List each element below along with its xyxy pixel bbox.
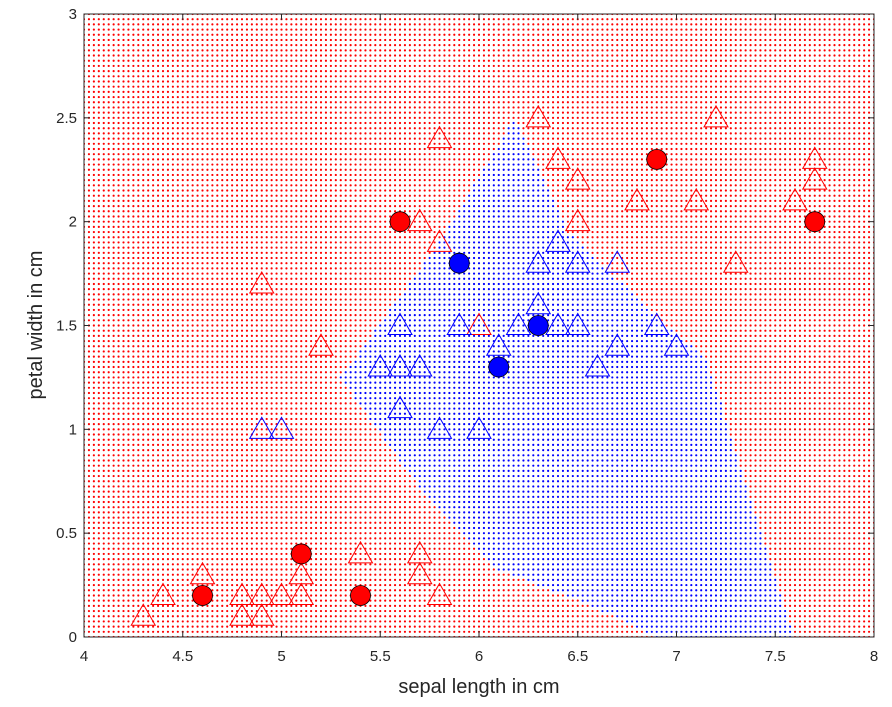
x-axis-label: sepal length in cm [398, 676, 559, 698]
x-tick-label-8: 8 [870, 648, 878, 665]
y-tick-label-5: 2.5 [56, 110, 77, 127]
x-tick-label-0: 4 [80, 648, 88, 665]
point-red-circle-4 [646, 148, 668, 170]
y-axis-label: petal width in cm [25, 251, 47, 400]
point-red-triangle-0 [130, 603, 157, 626]
point-blue-triangle-0 [248, 416, 275, 439]
point-blue-triangle-15 [545, 229, 571, 252]
y-tick-label-6: 3 [69, 6, 77, 23]
point-red-triangle-22 [564, 167, 591, 190]
x-tick-label-5: 6.5 [567, 648, 588, 665]
point-red-circle-2 [350, 585, 371, 606]
axis-ticks: 4 4.5 5 5.5 6 6.5 7 7.5 8 0 0.5 1 1.5 2 2.5 3 [56, 6, 878, 665]
point-blue-circle-2 [527, 315, 549, 336]
point-blue-triangle-9 [466, 416, 492, 439]
point-blue-triangle-16 [564, 312, 591, 335]
point-red-triangle-2 [189, 561, 216, 585]
point-red-triangle-10 [347, 540, 374, 564]
point-red-triangle-13 [426, 582, 453, 605]
x-tick-label-1: 4.5 [172, 648, 193, 665]
data-points [130, 104, 828, 626]
point-red-triangle-18 [426, 229, 453, 252]
point-red-triangle-14 [248, 270, 275, 294]
point-blue-triangle-19 [604, 250, 631, 273]
point-red-triangle-8 [288, 582, 315, 605]
point-red-circle-1 [290, 543, 312, 565]
point-blue-circle-1 [488, 356, 510, 378]
point-blue-triangle-18 [584, 354, 611, 377]
point-red-triangle-16 [406, 208, 433, 232]
point-blue-triangle-8 [446, 312, 473, 335]
point-red-triangle-6 [248, 603, 275, 626]
point-blue-triangle-3 [387, 312, 413, 335]
point-red-triangle-24 [624, 187, 650, 211]
region-dots-red [84, 14, 874, 637]
y-tick-label-4: 2 [69, 214, 77, 231]
x-tick-label-2: 5 [277, 648, 285, 665]
point-red-triangle-12 [406, 561, 433, 585]
point-blue-triangle-6 [406, 354, 433, 377]
point-red-triangle-20 [525, 104, 552, 128]
x-tick-label-7: 7.5 [765, 648, 786, 665]
point-blue-triangle-5 [387, 395, 413, 419]
point-blue-triangle-4 [387, 354, 413, 377]
point-red-triangle-7 [268, 582, 295, 605]
point-blue-circle-0 [448, 252, 470, 274]
point-red-triangle-27 [722, 250, 749, 273]
y-tick-label-0: 0 [69, 629, 77, 646]
point-blue-triangle-1 [268, 416, 295, 439]
region-dots-blue [339, 121, 792, 637]
point-blue-triangle-11 [505, 312, 532, 335]
point-red-triangle-25 [683, 187, 710, 211]
decision-region [84, 14, 874, 637]
point-red-triangle-9 [288, 561, 315, 585]
point-red-circle-0 [192, 585, 213, 606]
y-tick-label-3: 1.5 [56, 318, 77, 335]
point-blue-triangle-7 [426, 416, 453, 439]
y-tick-label-1: 0.5 [56, 525, 77, 542]
point-blue-triangle-12 [525, 291, 552, 315]
point-red-triangle-17 [426, 125, 453, 149]
point-blue-triangle-22 [663, 333, 690, 356]
x-tick-label-3: 5.5 [370, 648, 391, 665]
point-red-circle-5 [804, 211, 826, 233]
point-blue-triangle-20 [604, 333, 631, 356]
point-blue-triangle-2 [367, 354, 394, 377]
x-tick-label-6: 7 [672, 648, 680, 665]
point-blue-triangle-10 [485, 333, 512, 356]
point-blue-triangle-17 [564, 250, 591, 273]
point-red-triangle-26 [703, 104, 729, 128]
point-red-circle-3 [389, 211, 411, 233]
point-red-triangle-15 [308, 333, 334, 356]
point-red-triangle-1 [150, 582, 176, 605]
point-red-triangle-19 [466, 312, 492, 335]
point-blue-triangle-14 [545, 312, 571, 335]
point-red-triangle-30 [801, 167, 828, 190]
point-red-triangle-28 [782, 187, 808, 211]
point-blue-triangle-21 [643, 312, 670, 335]
x-tick-label-4: 6 [475, 648, 483, 665]
y-tick-label-2: 1 [69, 421, 77, 438]
point-blue-triangle-13 [525, 250, 552, 273]
point-red-triangle-4 [229, 603, 255, 626]
point-red-triangle-21 [545, 146, 571, 169]
point-red-triangle-23 [564, 208, 591, 232]
